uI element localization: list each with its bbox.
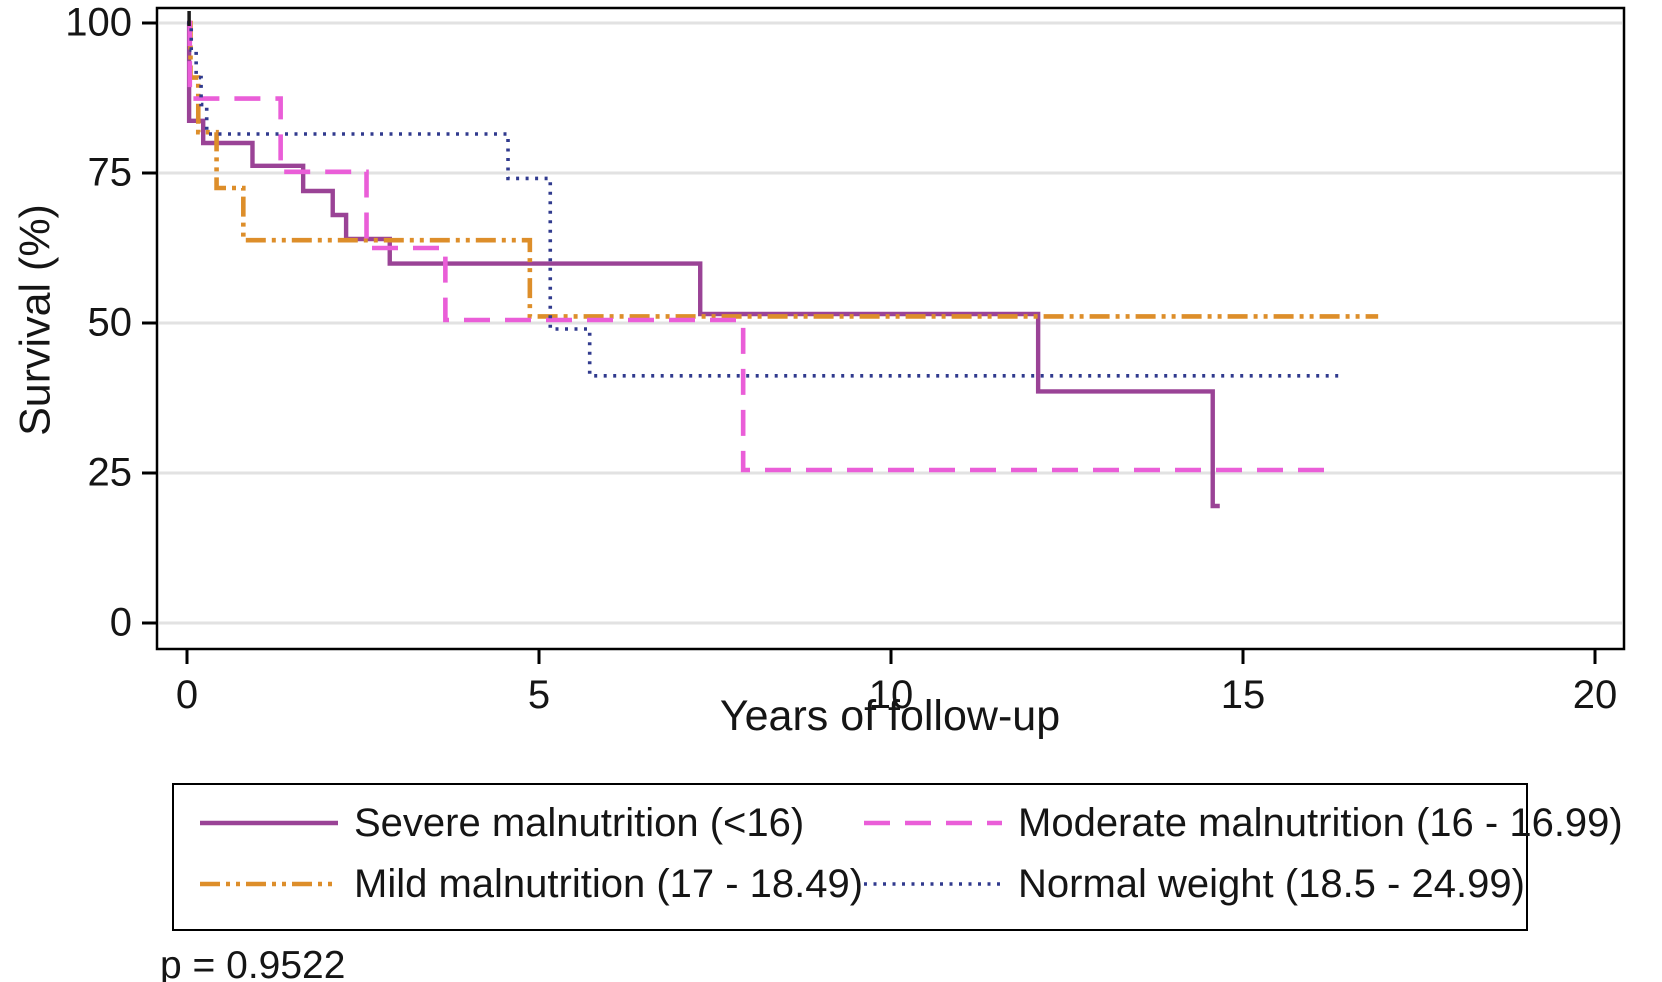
legend-label-moderate: Moderate malnutrition (16 - 16.99) [1018,800,1623,845]
y-tick-label-50: 50 [87,300,133,345]
plot-frame [155,6,1626,651]
legend-label-severe: Severe malnutrition (<16) [354,800,805,845]
x-tick-label-10: 10 [868,673,914,717]
legend-entry-normal: Normal weight (18.5 - 24.99) [862,860,1525,908]
legend-entry-mild: Mild malnutrition (17 - 18.49) [198,860,863,908]
y-tick-label-0: 0 [109,600,132,645]
legend-label-normal: Normal weight (18.5 - 24.99) [1018,861,1525,906]
x-axis-title: Years of follow-up [719,692,1061,740]
legend-swatch-normal-line [864,882,1002,886]
legend-swatch-mild-line [200,881,338,887]
legend-label-mild: Mild malnutrition (17 - 18.49) [354,861,864,906]
legend-entry-severe: Severe malnutrition (<16) [198,799,804,847]
curve-mild [187,20,1379,319]
curve-moderate [187,20,1327,473]
y-tick-label-100: 100 [65,0,132,45]
legend-swatch-severe-line [200,820,338,826]
x-tick-label-15: 15 [1220,673,1266,717]
x-tick-label-0: 0 [175,673,199,717]
legend-entry-moderate: Moderate malnutrition (16 - 16.99) [862,799,1623,847]
curve-normal [187,21,1341,378]
legend-swatch-moderate-line [864,820,1002,826]
curve-severe [186,20,1220,509]
legend-box: Severe malnutrition (<16) Moderate malnu… [172,783,1623,931]
y-tick-label-25: 25 [87,450,133,495]
y-tick-label-75: 75 [87,150,133,195]
p-value-text: p = 0.9522 [160,944,346,982]
y-axis-title: Survival (%) [11,204,60,436]
x-tick-label-5: 5 [527,673,551,717]
x-tick-label-20: 20 [1572,673,1618,717]
